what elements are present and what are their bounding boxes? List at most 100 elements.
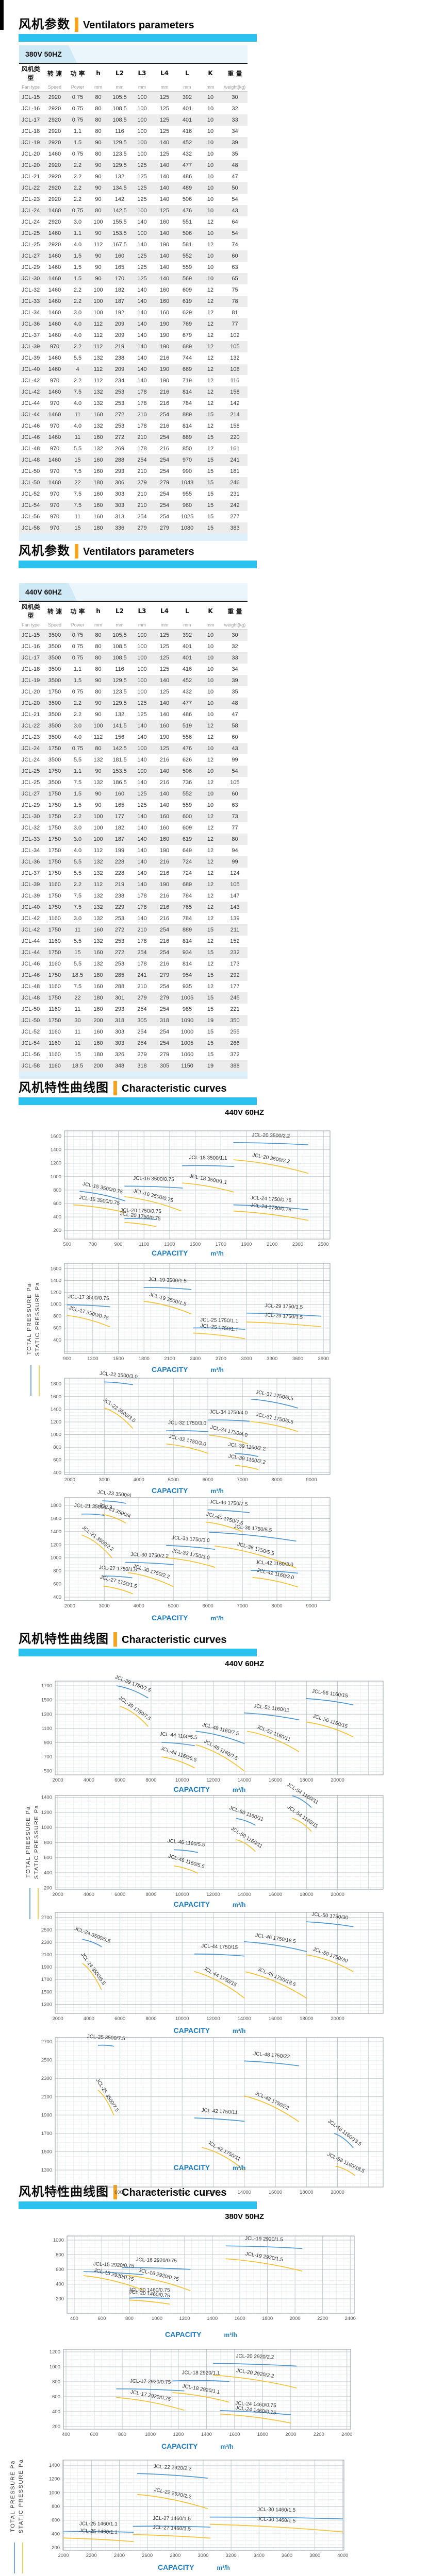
table-cell: 552 [182,253,192,259]
svg-text:2100: 2100 [41,1952,52,1958]
table-cell: 292 [230,972,240,978]
curve-label: JCL-22 2920/2.2 [153,2464,192,2472]
svg-text:18000: 18000 [300,1777,313,1783]
svg-text:4000: 4000 [84,1892,94,1897]
table-cell: 3500 [48,655,61,661]
table-cell: 132 [93,389,103,395]
table-cell: 140 [137,825,147,831]
table-row: JCL-42 1460 7.5 132 253 178 216 814 12 158 [19,386,248,398]
curve-label: JCL-44 1160/5.5 [159,1731,197,1741]
table-cell: 970 [50,514,60,520]
section-title-en: Characteristic curves [122,2187,227,2198]
table-cell: 112 [93,344,103,350]
table-cell: 39 [232,677,238,684]
table-cell: 679 [182,332,192,338]
table-cell: JCL-21 [21,711,40,718]
table-cell: 5.5 [73,355,82,361]
table-cell: JCL-50 [21,480,40,486]
axis-tick-labels: 1400 1200 1000 800 600 400 200 2000 2200 2400 2600… [49,2463,349,2558]
svg-text:1000: 1000 [49,2490,60,2496]
curve-total [250,1398,299,1409]
table-row: JCL-48 1460 15 160 288 254 254 970 15 241 [19,454,248,466]
svg-text:6000: 6000 [114,2190,125,2195]
table-row: JCL-24 3500 5.5 132 181.5 140 216 626 12 99 [19,754,248,766]
curve-label: JCL-27 1750/1.5 [98,1565,137,1573]
table-cell: 19 [207,1063,214,1069]
table-row: JCL-44 1750 15 160 272 254 254 934 15 232 [19,947,248,958]
table-cell: 254 [159,457,170,463]
svg-text:14000: 14000 [238,1892,251,1897]
table-cell: 1.5 [73,802,82,808]
table-cell: 600 [182,814,192,820]
table-cell: 15 [207,514,214,520]
table-cell: 11 [74,412,81,418]
table-cell: 90 [95,253,102,259]
table-cell: 1.5 [73,276,82,282]
table-cell: 178 [137,961,147,967]
column-header: 功 率 [70,70,85,77]
curve-label: JCL-23 3500/4 [97,1489,131,1499]
svg-text:9000: 9000 [306,1603,317,1609]
table-row: JCL-36 1460 4.0 112 209 140 190 769 12 77 [19,318,248,330]
table-cell: 209 [114,321,125,327]
svg-text:1000: 1000 [145,2432,156,2437]
table-cell: 12 [207,355,214,361]
table-cell: 15 [207,995,214,1001]
table-cell: 10 [207,174,214,180]
table-cell: 1.5 [73,140,82,146]
curve-static [97,2090,114,2116]
table-cell: 80 [95,689,102,695]
voltage-tab: 380V 50HZ [19,45,77,63]
table-cell: 305 [137,1018,147,1024]
table-row: JCL-44 970 4.0 132 253 178 216 784 12 142 [19,398,248,409]
table-header-row-cn: 风机类型转 速功 率 h L2 L3 L4 L K 重 量 [19,601,248,620]
capacity-axis-label: CAPACITY m³/h [152,1249,224,1257]
column-subheader: mm [108,620,131,630]
curve-static [102,1514,126,1524]
column-subheader: Speed [42,82,67,92]
curve-label: JCL-52 1160/11 [256,1724,291,1743]
column-header: K [208,70,213,77]
table-cell: 132 [93,757,103,763]
table-cell: 100 [93,723,103,729]
table-cell: 140 [159,174,170,180]
curve-label: JCL-46 1160/5.5 [167,1838,205,1848]
table-row: JCL-50 1460 22 180 306 279 279 1048 15 246 [19,477,248,488]
svg-text:1300: 1300 [41,1711,52,1717]
table-cell: 2.2 [73,814,82,820]
table-row: JCL-21 2920 2.2 90 132 125 140 486 10 47 [19,171,248,182]
table-cell: 10 [207,264,214,270]
grid [63,2349,351,2429]
table-cell: 288 [114,457,125,463]
table-cell: 1460 [48,310,61,316]
table-cell: 178 [137,893,147,899]
table-row: JCL-52 970 7.5 160 303 210 254 955 15 231 [19,488,248,500]
table-cell: 54 [232,230,238,236]
table-cell: 74 [232,242,238,248]
table-cell: 112 [93,734,103,740]
capacity-axis-label: CAPACITY m³/h [173,1785,245,1793]
svg-text:1000: 1000 [41,1825,52,1831]
curve-total [225,2245,303,2249]
table-cell: 134.5 [112,185,127,191]
table-cell: 934 [182,950,192,956]
table-cell: 210 [137,412,147,418]
table-cell: 210 [137,984,147,990]
table-cell: 1048 [180,480,194,486]
table-row: JCL-19 3500 1.5 90 129.5 100 140 452 10 39 [19,675,248,686]
table-cell: 10 [207,802,214,808]
table-cell: 34 [232,666,238,672]
svg-text:CAPACITY: CAPACITY [173,2026,210,2035]
table-cell: 140 [159,140,170,146]
table-cell: 1750 [48,768,61,774]
table-cell: 15 [207,927,214,933]
table-cell: 129.5 [112,162,127,168]
svg-text:m³/h: m³/h [233,2164,245,2172]
curve-label: JCL-24 3500/5.5 [79,1952,106,1987]
table-cell: 784 [182,893,192,899]
table-cell: JCL-25 [21,768,40,774]
table-cell: 100 [93,825,103,831]
svg-text:2800: 2800 [170,2553,180,2558]
table-cell: 12 [207,734,214,740]
table-cell: 609 [182,825,192,831]
